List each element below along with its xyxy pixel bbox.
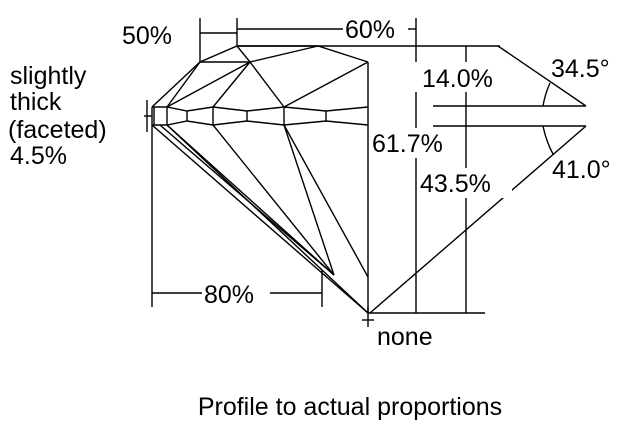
girdle [144, 100, 369, 132]
girdle-label-line1: slightly [10, 62, 87, 90]
crown-angle-label: 34.5° [551, 55, 610, 83]
crown-height-label: 14.0% [422, 65, 493, 93]
total-depth-label: 61.7% [372, 130, 443, 158]
girdle-label-line2: thick [10, 88, 62, 116]
table-percent-label: 60% [345, 16, 395, 44]
girdle-label-line3: (faceted) [8, 116, 107, 144]
pavilion-depth-label: 43.5% [420, 170, 491, 198]
diagram-caption: Profile to actual proportions [198, 393, 502, 421]
pavilion-angle-label: 41.0° [552, 156, 611, 184]
culet-label: none [377, 323, 433, 351]
pavilion-outline [151, 62, 374, 327]
girdle-percent-label: 4.5% [10, 142, 67, 170]
lower-half-label: 80% [204, 281, 254, 309]
crown-percent-label: 50% [122, 22, 172, 50]
